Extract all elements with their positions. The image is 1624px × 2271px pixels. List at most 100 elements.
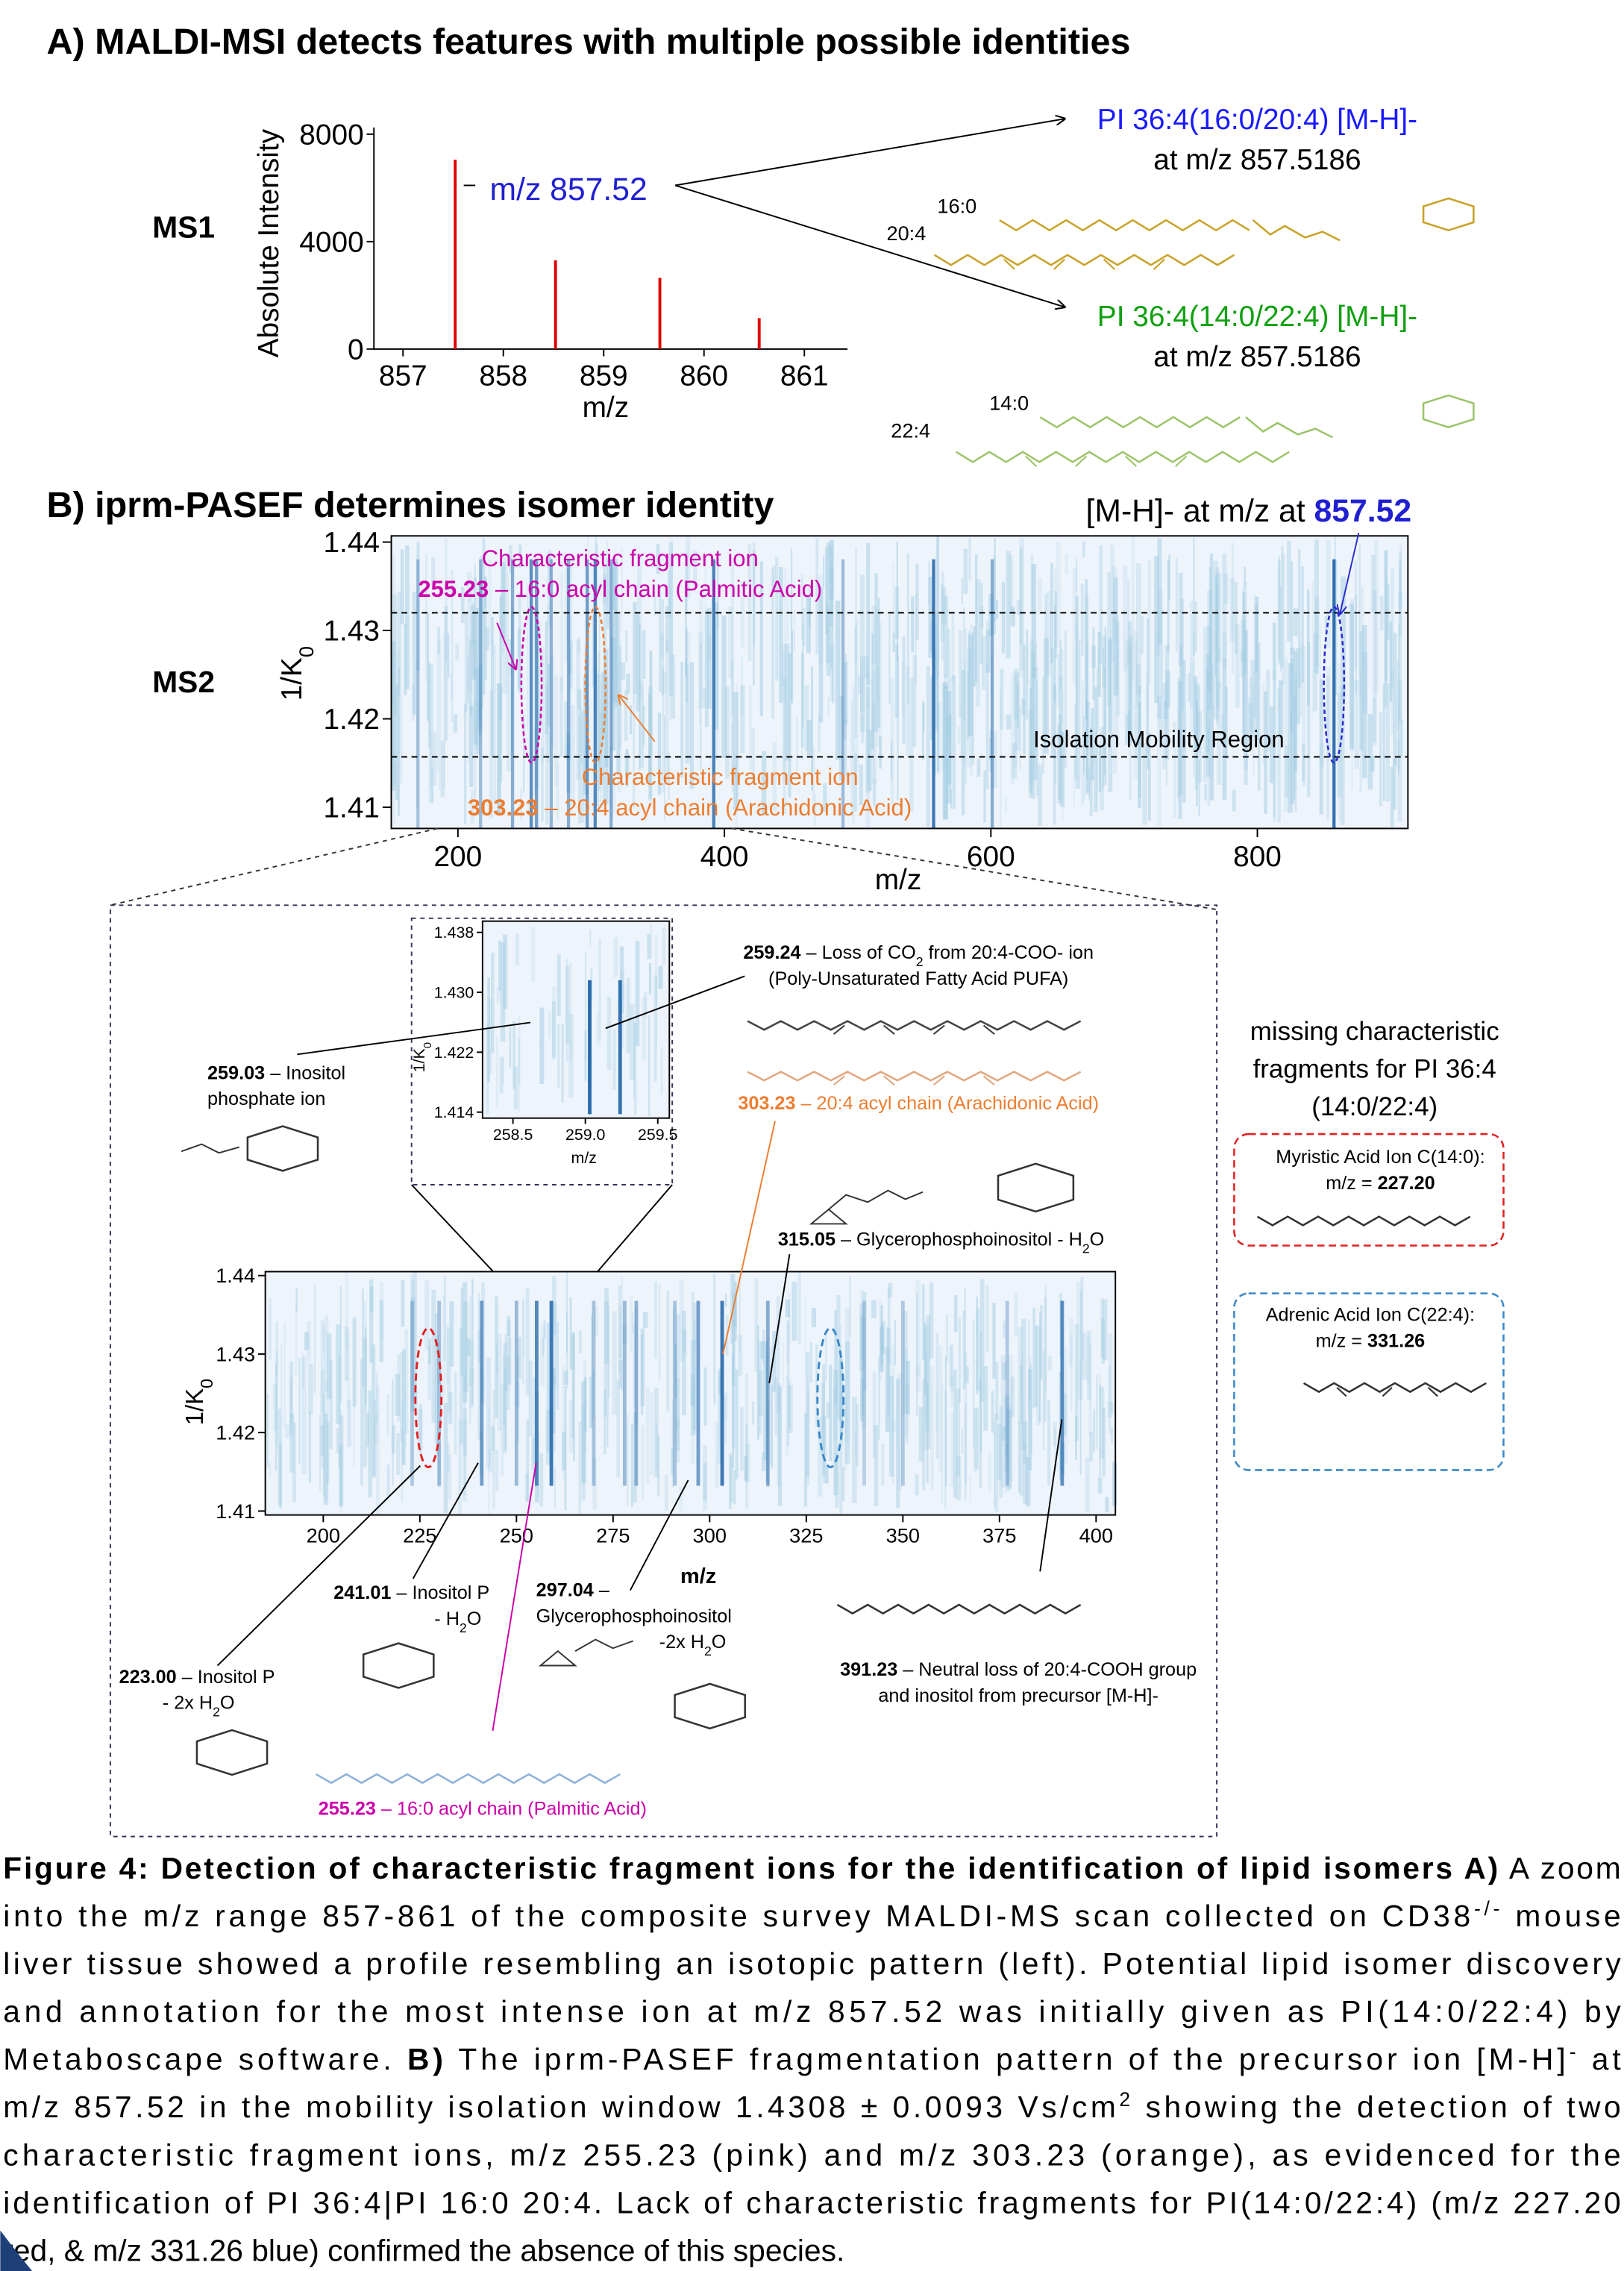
heatmap-noise	[950, 1412, 955, 1487]
leader-line	[1340, 533, 1360, 614]
heatmap-noise	[1290, 712, 1292, 732]
panel-title: B) iprm-PASEF determines isomer identity	[47, 485, 774, 525]
heatmap-noise	[1006, 1409, 1012, 1489]
heatmap-noise	[1040, 1304, 1043, 1379]
heatmap-noise	[606, 996, 612, 1071]
highlight-ellipse	[1323, 606, 1346, 764]
heatmap-noise	[1076, 626, 1078, 750]
heatmap-noise	[618, 1359, 623, 1389]
heatmap-noise	[471, 613, 477, 680]
heatmap-noise	[1354, 680, 1359, 769]
text-run: m/z =	[1326, 1173, 1377, 1194]
heatmap-noise	[950, 789, 953, 809]
heatmap-noise	[339, 1444, 343, 1507]
heatmap-noise	[1083, 715, 1085, 775]
structure-bond	[538, 1638, 634, 1667]
heatmap-noise	[469, 640, 473, 715]
heatmap-noise	[1361, 586, 1364, 671]
heatmap-noise	[1193, 537, 1195, 656]
heatmap-noise	[679, 1279, 684, 1363]
y-tick-label: 1.41	[323, 792, 380, 824]
heatmap-noise	[668, 752, 670, 801]
heatmap-noise	[1250, 660, 1256, 737]
heatmap-noise	[1298, 549, 1301, 688]
heatmap-noise	[468, 1340, 474, 1387]
heatmap-noise	[1076, 1282, 1081, 1400]
heatmap-noise	[1102, 1407, 1106, 1476]
heatmap-noise	[464, 704, 467, 824]
heatmap-noise	[1164, 645, 1170, 760]
heatmap-noise	[577, 689, 582, 711]
heatmap-noise	[1017, 685, 1019, 729]
heatmap-noise	[445, 1324, 449, 1385]
heatmap-streak	[549, 1300, 554, 1486]
heatmap-streak	[549, 559, 554, 829]
heatmap-noise	[859, 574, 865, 732]
heatmap-noise	[1293, 694, 1296, 800]
heatmap-noise	[635, 941, 640, 1047]
heatmap-noise	[770, 1385, 774, 1469]
heatmap-noise	[1222, 632, 1227, 669]
heatmap-noise	[654, 934, 658, 1008]
heatmap-noise	[1081, 1332, 1087, 1380]
heatmap-noise	[595, 1306, 599, 1337]
heatmap-noise	[1085, 1457, 1090, 1512]
heatmap-streak	[585, 559, 589, 829]
heatmap-noise	[539, 1453, 544, 1507]
heatmap-noise	[961, 670, 965, 815]
text-run: and inositol from precursor [M-H]-	[878, 1685, 1159, 1706]
heatmap-noise	[435, 1335, 439, 1455]
heatmap-noise	[915, 1279, 921, 1376]
heatmap-noise	[1147, 560, 1151, 686]
heatmap-noise	[1355, 595, 1358, 695]
structure-ring	[246, 1125, 319, 1172]
heatmap-noise	[829, 1365, 833, 1462]
heatmap-noise	[460, 587, 465, 623]
heatmap-noise	[1135, 563, 1141, 695]
heatmap-background	[265, 1271, 1116, 1515]
heatmap-noise	[1164, 701, 1168, 719]
heatmap-noise	[1099, 545, 1103, 664]
heatmap-noise	[945, 1314, 949, 1362]
heatmap-noise	[1019, 545, 1023, 679]
heatmap-noise	[835, 1453, 839, 1508]
heatmap-noise	[525, 1288, 530, 1396]
heatmap-noise	[877, 598, 880, 728]
heatmap-noise	[397, 1354, 401, 1422]
heatmap-noise	[744, 1456, 748, 1481]
heatmap-noise	[1036, 1326, 1041, 1426]
heatmap-noise	[656, 543, 660, 574]
text-line: [M-H]- at m/z at 857.52	[1086, 493, 1412, 529]
heatmap-noise	[724, 1397, 727, 1444]
heatmap-noise	[427, 613, 430, 721]
heatmap-noise	[620, 971, 625, 1050]
heatmap-noise	[844, 653, 847, 777]
heatmap-noise	[713, 602, 719, 730]
heatmap-noise	[386, 1394, 389, 1436]
heatmap-noise	[855, 548, 857, 663]
heatmap-noise	[995, 600, 999, 619]
heatmap-noise	[669, 583, 671, 721]
heatmap-noise	[1100, 1297, 1104, 1358]
heatmap-noise	[617, 647, 622, 793]
heatmap-noise	[682, 1311, 686, 1416]
heatmap-noise	[960, 705, 963, 757]
heatmap-noise	[832, 569, 834, 704]
plot-frame	[481, 920, 671, 1119]
heatmap-noise	[880, 1305, 883, 1365]
heatmap-noise	[659, 586, 662, 692]
heatmap-noise	[1192, 632, 1196, 779]
heatmap-noise	[704, 610, 709, 727]
heatmap-noise	[857, 675, 862, 694]
heatmap-noise	[721, 615, 727, 758]
heatmap-noise	[865, 686, 870, 793]
heatmap-noise	[618, 1285, 621, 1373]
heatmap-noise	[1290, 658, 1294, 733]
heatmap-noise	[860, 714, 865, 743]
heatmap-noise	[732, 1319, 736, 1449]
heatmap-noise	[777, 1382, 781, 1486]
x-tick-label: 859	[580, 360, 628, 392]
heatmap-noise	[891, 1376, 894, 1483]
heatmap-noise	[964, 1352, 968, 1485]
structure-bond	[181, 1143, 239, 1154]
